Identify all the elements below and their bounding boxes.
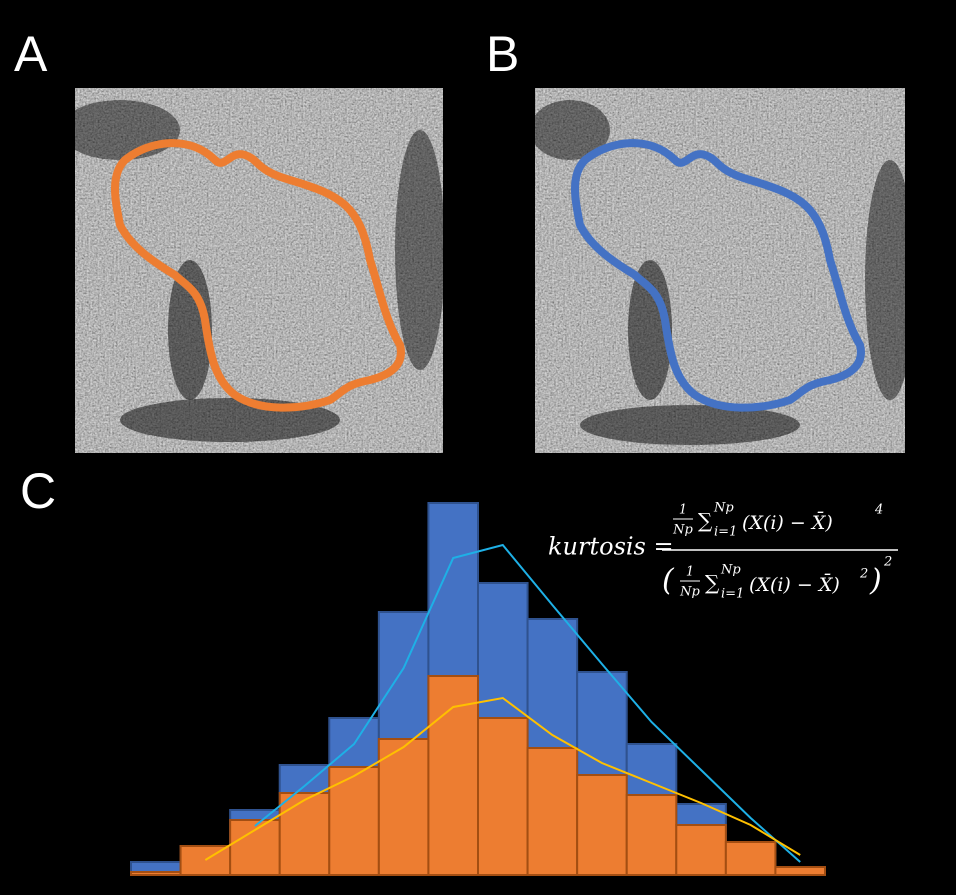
line — [204, 696, 801, 861]
formula: kurtosis = 1 Np ∑ Np i=1 (X(i) − X̄) 4 (… — [548, 501, 898, 602]
bar — [724, 841, 777, 876]
formula-text: ∑ — [698, 509, 713, 533]
contour — [111, 139, 405, 412]
dark-region — [530, 100, 610, 160]
bar — [774, 866, 827, 876]
formula-text: ( — [662, 563, 675, 598]
formula-text: ) — [869, 563, 882, 598]
bar — [377, 738, 430, 876]
contour — [571, 139, 865, 412]
formula-text: i=1 — [721, 587, 744, 602]
panel-label: C — [20, 463, 56, 519]
bar — [477, 717, 529, 876]
ct-image-b — [530, 88, 915, 453]
bar — [427, 675, 479, 876]
panel-label: B — [486, 26, 519, 82]
formula-text: 1 — [686, 565, 694, 580]
bar — [675, 824, 727, 876]
bar — [625, 794, 678, 876]
bar — [278, 792, 331, 876]
bar — [130, 871, 182, 876]
formula-lhs: kurtosis = — [548, 533, 674, 561]
formula-text: 4 — [874, 503, 883, 518]
histogram — [130, 502, 827, 876]
dark-region — [395, 130, 445, 370]
dark-region — [628, 260, 672, 400]
formula-text: Np — [679, 585, 700, 600]
formula-text: 2 — [883, 555, 892, 570]
formula-text: Np — [672, 523, 693, 538]
bar — [229, 819, 281, 876]
formula-text: (X(i) − X̄) — [742, 511, 833, 534]
bar — [328, 766, 380, 876]
panel-label: A — [14, 26, 48, 82]
dark-region — [168, 260, 212, 400]
formula-text: i=1 — [714, 525, 737, 540]
dark-region — [865, 160, 915, 400]
formula-text: (X(i) − X̄) — [749, 573, 840, 596]
formula-text: ∑ — [705, 571, 720, 595]
formula-text: 1 — [679, 503, 687, 518]
dark-region — [580, 405, 800, 445]
line — [254, 543, 801, 863]
ct-image-a — [60, 88, 445, 453]
bar — [576, 774, 628, 876]
bar — [526, 747, 579, 876]
formula-text: Np — [713, 501, 734, 516]
dark-region — [60, 100, 180, 160]
formula-text: 2 — [859, 567, 868, 582]
formula-text: Np — [720, 563, 741, 578]
